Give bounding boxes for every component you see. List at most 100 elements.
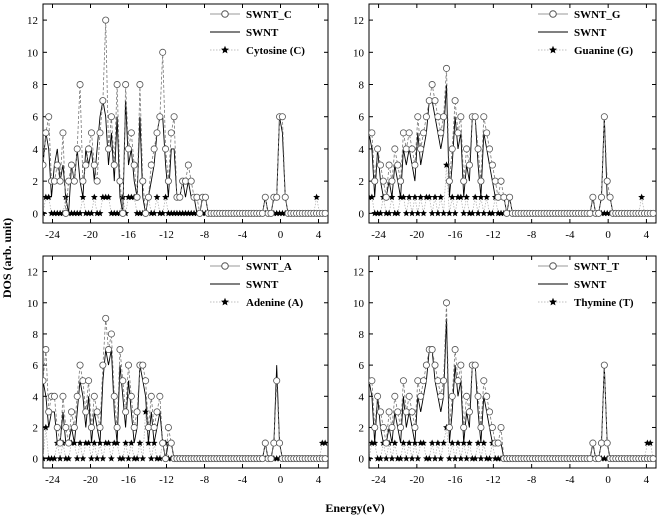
circle-point [589,439,597,447]
circle-point [649,209,656,217]
circle-point [477,177,485,185]
star-point [90,439,98,446]
circle-point [497,177,505,185]
circle-point [500,193,508,201]
circle-point [385,408,393,416]
circle-point [93,177,101,185]
circle-point [399,129,407,137]
circle-point [150,145,158,153]
circle-point [105,346,113,354]
y-tick-label: 8 [33,80,39,92]
circle-point [125,145,133,153]
star-point [127,439,135,446]
circle-point [261,439,269,447]
circle-point [471,113,479,121]
circle-point [184,161,192,169]
circle-point [133,193,141,201]
chart-panel-bottom-left: 0 2 4 6 8 10 12 -24 -20 -16 -12 -8 -4 0 4 SWNT_A SWNT Ade… [27,255,329,486]
circle-point [45,408,53,416]
legend-star-marker [549,45,557,54]
circle-point [156,113,164,121]
circle-point [382,193,390,201]
circle-point [96,129,104,137]
circle-point [164,177,172,185]
circle-point [420,129,428,137]
legend-label: SWNT [246,27,279,39]
circle-point [600,113,608,121]
circle-point [460,177,468,185]
circle-point [463,145,471,153]
circle-point [483,129,491,137]
circle-point [113,81,121,89]
y-tick-label: 6 [359,112,365,124]
star-point [402,455,410,462]
legend-label: Cytosine (C) [246,45,305,57]
circle-point [488,423,496,431]
star-point [65,455,73,462]
legend-label: SWNT_C [246,9,292,21]
circle-point [491,177,499,185]
circle-point [391,392,399,400]
circle-point [408,145,416,153]
circle-point [170,113,178,121]
y-tick-label: 12 [27,267,38,279]
circle-point [150,423,158,431]
star-point [457,455,465,462]
circle-point [474,145,482,153]
star-point [448,193,456,201]
y-tick-label: 12 [353,15,364,27]
y-tick-label: 8 [359,80,365,92]
legend-label: SWNT [246,279,279,291]
star-point [437,455,445,462]
circle-point [503,209,511,217]
circle-point [379,177,387,185]
y-tick-label: 10 [27,47,39,59]
circle-point [600,361,608,369]
legend: SWNT_G SWNT Guanine (G) [538,9,633,57]
circle-point [62,209,70,217]
star-point [76,439,84,446]
circle-point [414,113,422,121]
plot-frame [42,255,329,469]
circle-point [371,177,379,185]
circle-point [122,81,130,89]
y-tick-label: 8 [33,329,39,341]
plot-frame [42,3,329,224]
circle-point [156,392,164,400]
y-tick-label: 10 [353,47,365,59]
y-tick-label: 2 [359,176,365,188]
circle-point [374,145,382,153]
circle-point [480,113,488,121]
circle-point [497,423,505,431]
x-tick-label: -12 [159,474,174,486]
series-line-swnt [369,318,654,460]
circle-point [76,361,84,369]
star-point [440,439,448,446]
circle-point [116,346,124,354]
circle-point [394,408,402,416]
circle-point [440,113,448,121]
circle-point [65,439,73,447]
circle-point [110,161,118,169]
circle-point [463,392,471,400]
circle-point [385,161,393,169]
circle-point [369,377,376,385]
star-point [88,209,95,217]
circle-point [428,346,436,354]
star-point [445,209,453,217]
circle-point [321,455,328,463]
star-point [405,193,413,201]
chart-panel-bottom-right: 0 2 4 6 8 10 12 -24 -20 -16 -12 -8 -4 0 4 SWNT_T SWNT Thy… [353,255,657,486]
circle-point [465,408,473,416]
x-tick-label: -8 [200,474,210,486]
star-point [321,439,328,446]
circle-point [273,193,281,201]
circle-point [417,145,425,153]
circle-point [408,408,416,416]
y-tick-label: 6 [359,360,365,372]
circle-point [82,408,90,416]
circle-point [586,209,594,217]
star-point [377,455,384,462]
circle-point [603,177,611,185]
circle-point [388,423,396,431]
